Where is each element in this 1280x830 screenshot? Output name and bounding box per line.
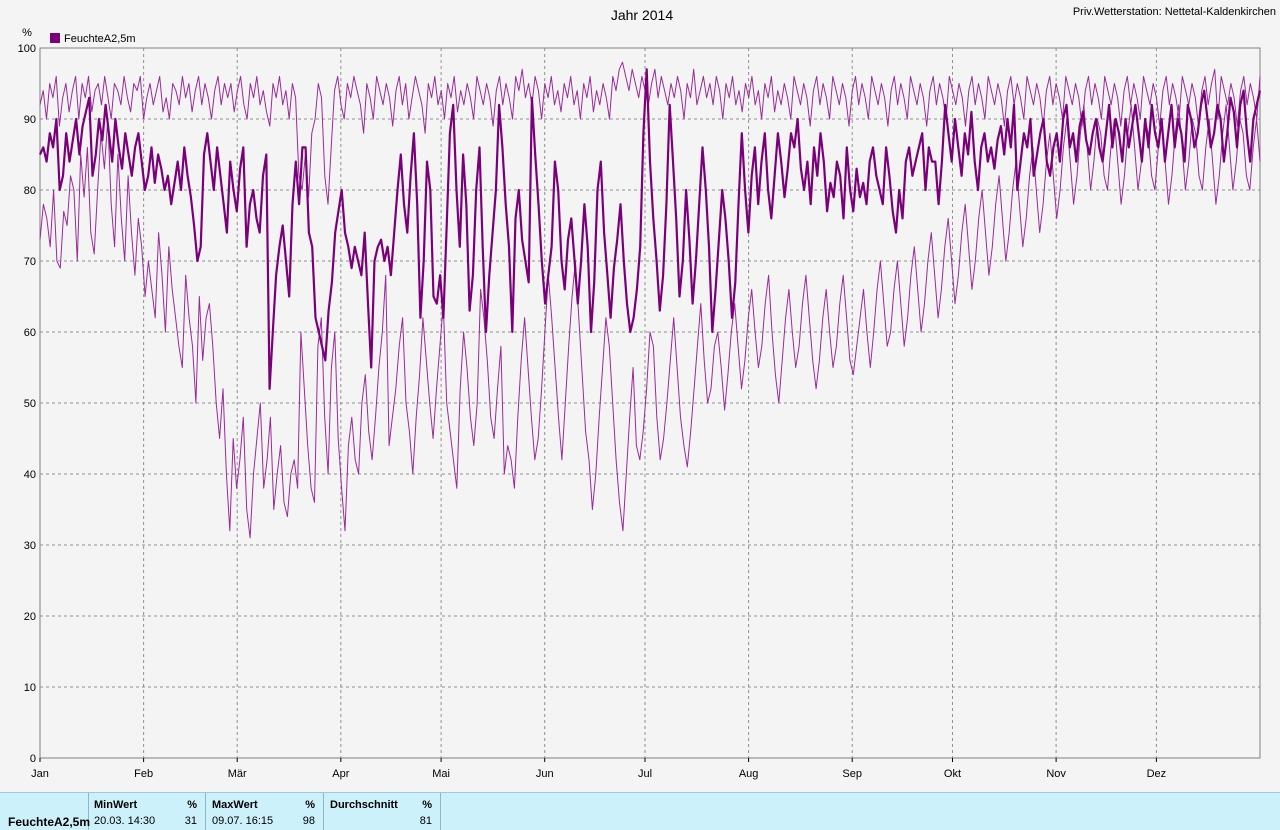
y-tick-label: 70 [24, 256, 36, 268]
footer-max-cell: MaxWert % 09.07. 16:15 98 [206, 793, 324, 830]
avg-value: 81 [419, 815, 432, 827]
min-value: 31 [184, 815, 197, 827]
x-tick-label: Jun [536, 768, 554, 780]
max-header: MaxWert [212, 799, 258, 811]
chart-title: Jahr 2014 [611, 7, 673, 23]
footer-series-cell: FeuchteA2,5m [0, 793, 91, 830]
y-tick-label: 0 [30, 753, 36, 765]
statistics-footer: FeuchteA2,5m MinWert % 20.03. 14:30 31 M… [0, 792, 1280, 830]
y-tick-label: 60 [24, 327, 36, 339]
min-header: MinWert [94, 799, 138, 811]
series-line-max [39, 61, 1261, 205]
station-label: Priv.Wetterstation: Nettetal-Kaldenkirch… [1073, 6, 1276, 18]
x-tick-label: Mai [432, 768, 450, 780]
max-datetime: 09.07. 16:15 [212, 815, 274, 827]
y-tick-label: 90 [24, 114, 36, 126]
legend-label: FeuchteA2,5m [64, 33, 136, 45]
x-tick-label: Jul [638, 768, 652, 780]
y-axis-unit: % [22, 27, 32, 39]
footer-series-label: FeuchteA2,5m [8, 815, 91, 829]
x-tick-label: Jan [31, 768, 49, 780]
legend-swatch [50, 33, 60, 43]
humidity-chart: 0 10 20 30 40 50 60 70 80 90 100 Jan Feb Mär Apr Mai Ju… [18, 6, 1276, 780]
avg-header: Durchschnitt [330, 799, 398, 811]
series-lines [39, 61, 1262, 539]
x-tick-label: Dez [1147, 768, 1167, 780]
y-tick-label: 80 [24, 185, 36, 197]
series-line-mean [39, 68, 1262, 390]
x-tick-label: Sep [842, 768, 862, 780]
y-tick-labels: 0 10 20 30 40 50 60 70 80 90 100 [18, 43, 36, 765]
avg-unit: % [422, 799, 432, 811]
x-tick-label: Feb [134, 768, 153, 780]
min-datetime: 20.03. 14:30 [94, 815, 156, 827]
series-line-min [39, 104, 1261, 539]
max-unit: % [305, 799, 315, 811]
x-tick-label: Okt [944, 768, 961, 780]
y-tick-label: 10 [24, 682, 36, 694]
grid-lines [40, 48, 1260, 758]
y-tick-label: 40 [24, 469, 36, 481]
x-tick-label: Aug [739, 768, 759, 780]
min-unit: % [187, 799, 197, 811]
max-value: 98 [302, 815, 315, 827]
x-tick-label: Nov [1046, 768, 1066, 780]
footer-min-cell: MinWert % 20.03. 14:30 31 [89, 793, 206, 830]
y-tick-label: 20 [24, 611, 36, 623]
footer-avg-cell: Durchschnitt % 81 [324, 793, 441, 830]
x-tick-label: Apr [332, 768, 349, 780]
x-tick-label: Mär [228, 768, 247, 780]
y-tick-label: 30 [24, 540, 36, 552]
x-tick-labels: Jan Feb Mär Apr Mai Jun Jul Aug Sep Okt Nov Dez [31, 758, 1166, 780]
y-tick-label: 50 [24, 398, 36, 410]
y-tick-label: 100 [18, 43, 36, 55]
